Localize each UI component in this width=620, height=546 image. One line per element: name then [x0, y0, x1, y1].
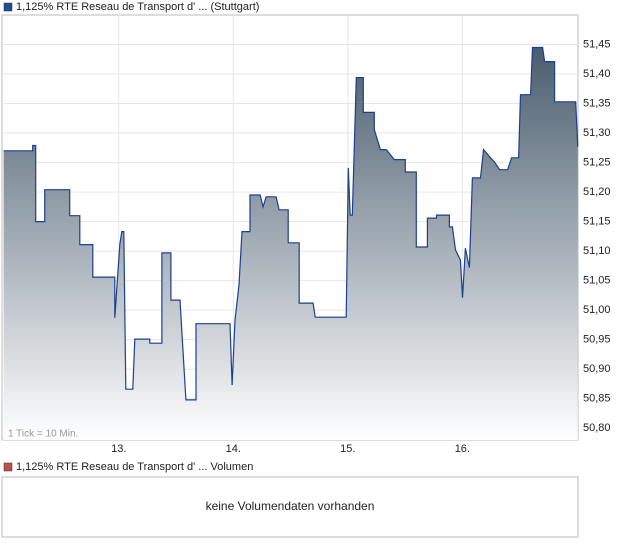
legend-swatch [3, 2, 13, 12]
volume-frame [1, 476, 579, 538]
y-tick-label: 51,40 [583, 68, 611, 80]
x-tick-label: 14. [226, 443, 241, 455]
y-tick-label: 51,20 [583, 186, 611, 198]
legend-label: 1,125% RTE Reseau de Transport d' ... Vo… [16, 461, 253, 473]
y-tick-label: 51,35 [583, 97, 611, 109]
y-tick-label: 50,95 [583, 334, 611, 346]
legend-label: 1,125% RTE Reseau de Transport d' ... (S… [16, 1, 259, 13]
y-tick-label: 50,90 [583, 363, 611, 375]
area [3, 47, 578, 440]
note: 1 Tick = 10 Min. [8, 429, 78, 440]
x-tick-label: 16. [455, 443, 470, 455]
y-tick-label: 51,45 [583, 38, 611, 50]
x-tick-label: 13. [111, 443, 126, 455]
y-tick-label: 51,00 [583, 304, 611, 316]
y-tick-label: 51,30 [583, 127, 611, 139]
x-tick-label: 15. [340, 443, 355, 455]
y-tick-label: 51,10 [583, 245, 611, 257]
y-tick-label: 51,15 [583, 216, 611, 228]
legend-swatch [3, 462, 13, 472]
y-tick-label: 50,85 [583, 393, 611, 405]
y-tick-label: 50,80 [583, 422, 611, 434]
y-tick-label: 51,25 [583, 156, 611, 168]
line [3, 46, 579, 401]
y-tick-label: 51,05 [583, 275, 611, 287]
volume-message: keine Volumendaten vorhanden [206, 499, 375, 513]
